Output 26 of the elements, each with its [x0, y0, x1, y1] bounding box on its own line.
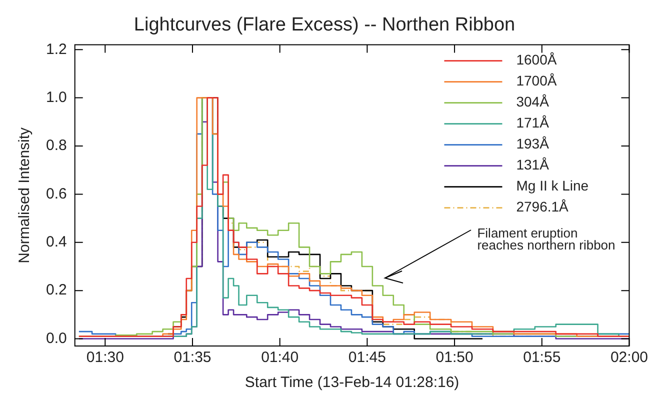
x-tick-label: 01:30: [86, 349, 124, 366]
x-axis-title: Start Time (13-Feb-14 01:28:16): [244, 374, 460, 392]
y-tick-label: 1.0: [46, 88, 67, 106]
legend-label: 131Å: [516, 156, 550, 173]
legend-label: 1600Å: [516, 52, 558, 68]
y-axis-title: Normalised Intensity: [16, 126, 34, 264]
x-tick-label: 01:45: [348, 349, 386, 366]
y-tick-label: 0.2: [46, 282, 67, 299]
y-tick-label: 0.6: [46, 185, 67, 202]
y-tick-label: 1.2: [46, 40, 67, 58]
x-tick-label: 01:35: [174, 349, 212, 366]
x-tick-label: 01:50: [436, 349, 474, 366]
y-tick-label: 0.0: [46, 330, 67, 347]
annotation: Filament eruption reaches northern ribbon: [477, 226, 616, 253]
y-tick-label: 0.4: [46, 234, 67, 251]
legend-label: 193Å: [516, 136, 550, 152]
x-tick-label: 02:00: [610, 349, 648, 366]
legend-label: 304Å: [516, 94, 550, 110]
x-tick-label: 01:40: [261, 349, 299, 366]
chart-title: Lightcurves (Flare Excess) -- Northen Ribbon: [134, 14, 516, 36]
y-tick-label: 0.8: [46, 137, 67, 154]
legend-label: 1700Å: [516, 72, 558, 89]
legend-label: 171Å: [516, 114, 550, 131]
legend-label: Mg II k Line: [516, 178, 589, 194]
legend-label: 2796.1Å: [516, 198, 570, 215]
x-tick-label: 01:55: [523, 349, 561, 366]
